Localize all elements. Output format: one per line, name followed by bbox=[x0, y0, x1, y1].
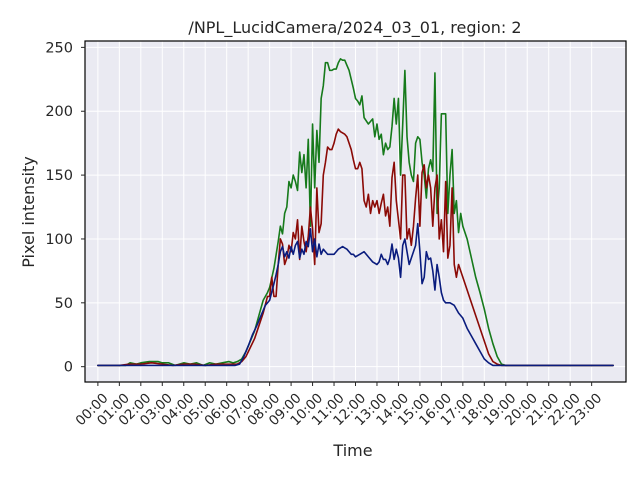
y-tick-label: 250 bbox=[45, 40, 73, 56]
y-axis-label: Pixel intensity bbox=[19, 156, 38, 267]
grid-lines bbox=[85, 41, 626, 382]
y-tick-label: 100 bbox=[45, 232, 73, 248]
y-tick-label: 200 bbox=[45, 104, 73, 120]
series-line-3 bbox=[97, 222, 614, 367]
series-line-2 bbox=[97, 128, 614, 367]
y-tick-label: 50 bbox=[55, 296, 73, 312]
series-line-1 bbox=[97, 58, 614, 367]
x-axis-label: Time bbox=[332, 441, 372, 460]
chart-title: /NPL_LucidCamera/2024_03_01, region: 2 bbox=[188, 18, 521, 38]
series-layer bbox=[97, 58, 614, 367]
y-tick-label: 150 bbox=[45, 168, 73, 184]
y-tick-label: 0 bbox=[64, 360, 73, 376]
